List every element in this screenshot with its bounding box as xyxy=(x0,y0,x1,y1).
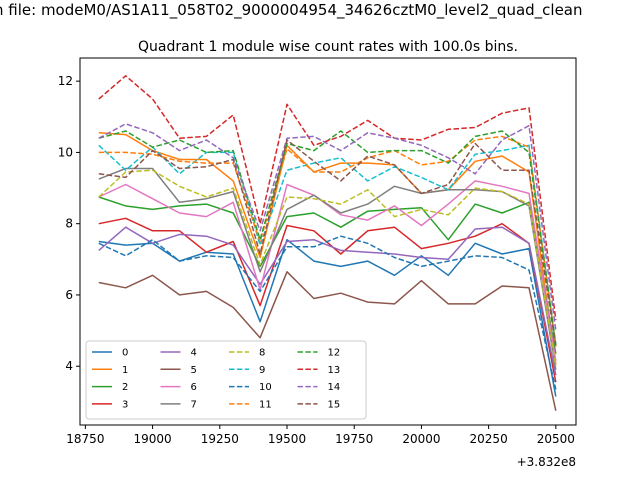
series-line-5 xyxy=(98,271,557,411)
series-line-15 xyxy=(98,139,557,347)
legend-label-10: 10 xyxy=(259,382,272,393)
legend-label-6: 6 xyxy=(191,382,197,393)
series-line-1 xyxy=(98,132,557,365)
series-line-14 xyxy=(98,123,557,331)
legend-label-3: 3 xyxy=(122,399,128,410)
legend-label-0: 0 xyxy=(122,348,128,359)
x-tick-label: 19500 xyxy=(268,432,306,446)
y-axis: 4 6 8 10 12 xyxy=(58,74,80,373)
series-line-4 xyxy=(98,226,557,376)
legend-label-12: 12 xyxy=(328,348,341,359)
y-tick-label: 10 xyxy=(58,145,73,159)
series-line-10 xyxy=(98,235,557,390)
y-tick-label: 4 xyxy=(65,359,73,373)
legend-label-14: 14 xyxy=(328,382,341,393)
x-tick-label: 19250 xyxy=(201,432,239,446)
legend-box xyxy=(85,340,367,420)
series-line-6 xyxy=(98,180,557,362)
x-tick-label: 19000 xyxy=(133,432,171,446)
legend-label-5: 5 xyxy=(191,365,197,376)
x-tick-label: 20000 xyxy=(402,432,440,446)
series-line-9 xyxy=(98,144,557,345)
series-line-8 xyxy=(98,169,557,367)
series-line-2 xyxy=(98,196,557,354)
legend-label-7: 7 xyxy=(191,399,197,410)
x-tick-label: 20500 xyxy=(537,432,575,446)
legend-label-13: 13 xyxy=(328,365,341,376)
y-tick-label: 6 xyxy=(65,288,73,302)
legend-label-9: 9 xyxy=(259,365,265,376)
x-tick-label: 18750 xyxy=(66,432,104,446)
legend-label-8: 8 xyxy=(259,348,265,359)
series-line-7 xyxy=(98,167,557,370)
legend-label-2: 2 xyxy=(122,382,128,393)
series-layer xyxy=(98,75,557,411)
y-tick-label: 12 xyxy=(58,74,73,88)
legend-label-15: 15 xyxy=(328,399,341,410)
x-offset-label: +3.832e8 xyxy=(517,455,576,469)
series-line-3 xyxy=(98,217,557,383)
chart-title: Quadrant 1 module wise count rates with … xyxy=(138,39,518,55)
chart-suptitle: n file: modeM0/AS1A11_058T02_9000004954_… xyxy=(0,1,583,20)
legend-label-1: 1 xyxy=(122,365,128,376)
x-axis: 18750 19000 19250 19500 19750 20000 20250 20500 xyxy=(66,425,575,446)
x-tick-label: 20250 xyxy=(470,432,508,446)
legend-label-11: 11 xyxy=(259,399,272,410)
plot-frame xyxy=(79,57,577,426)
series-line-13 xyxy=(98,75,557,320)
legend-label-4: 4 xyxy=(191,348,197,359)
x-tick-label: 19750 xyxy=(335,432,373,446)
y-tick-label: 8 xyxy=(65,217,73,231)
